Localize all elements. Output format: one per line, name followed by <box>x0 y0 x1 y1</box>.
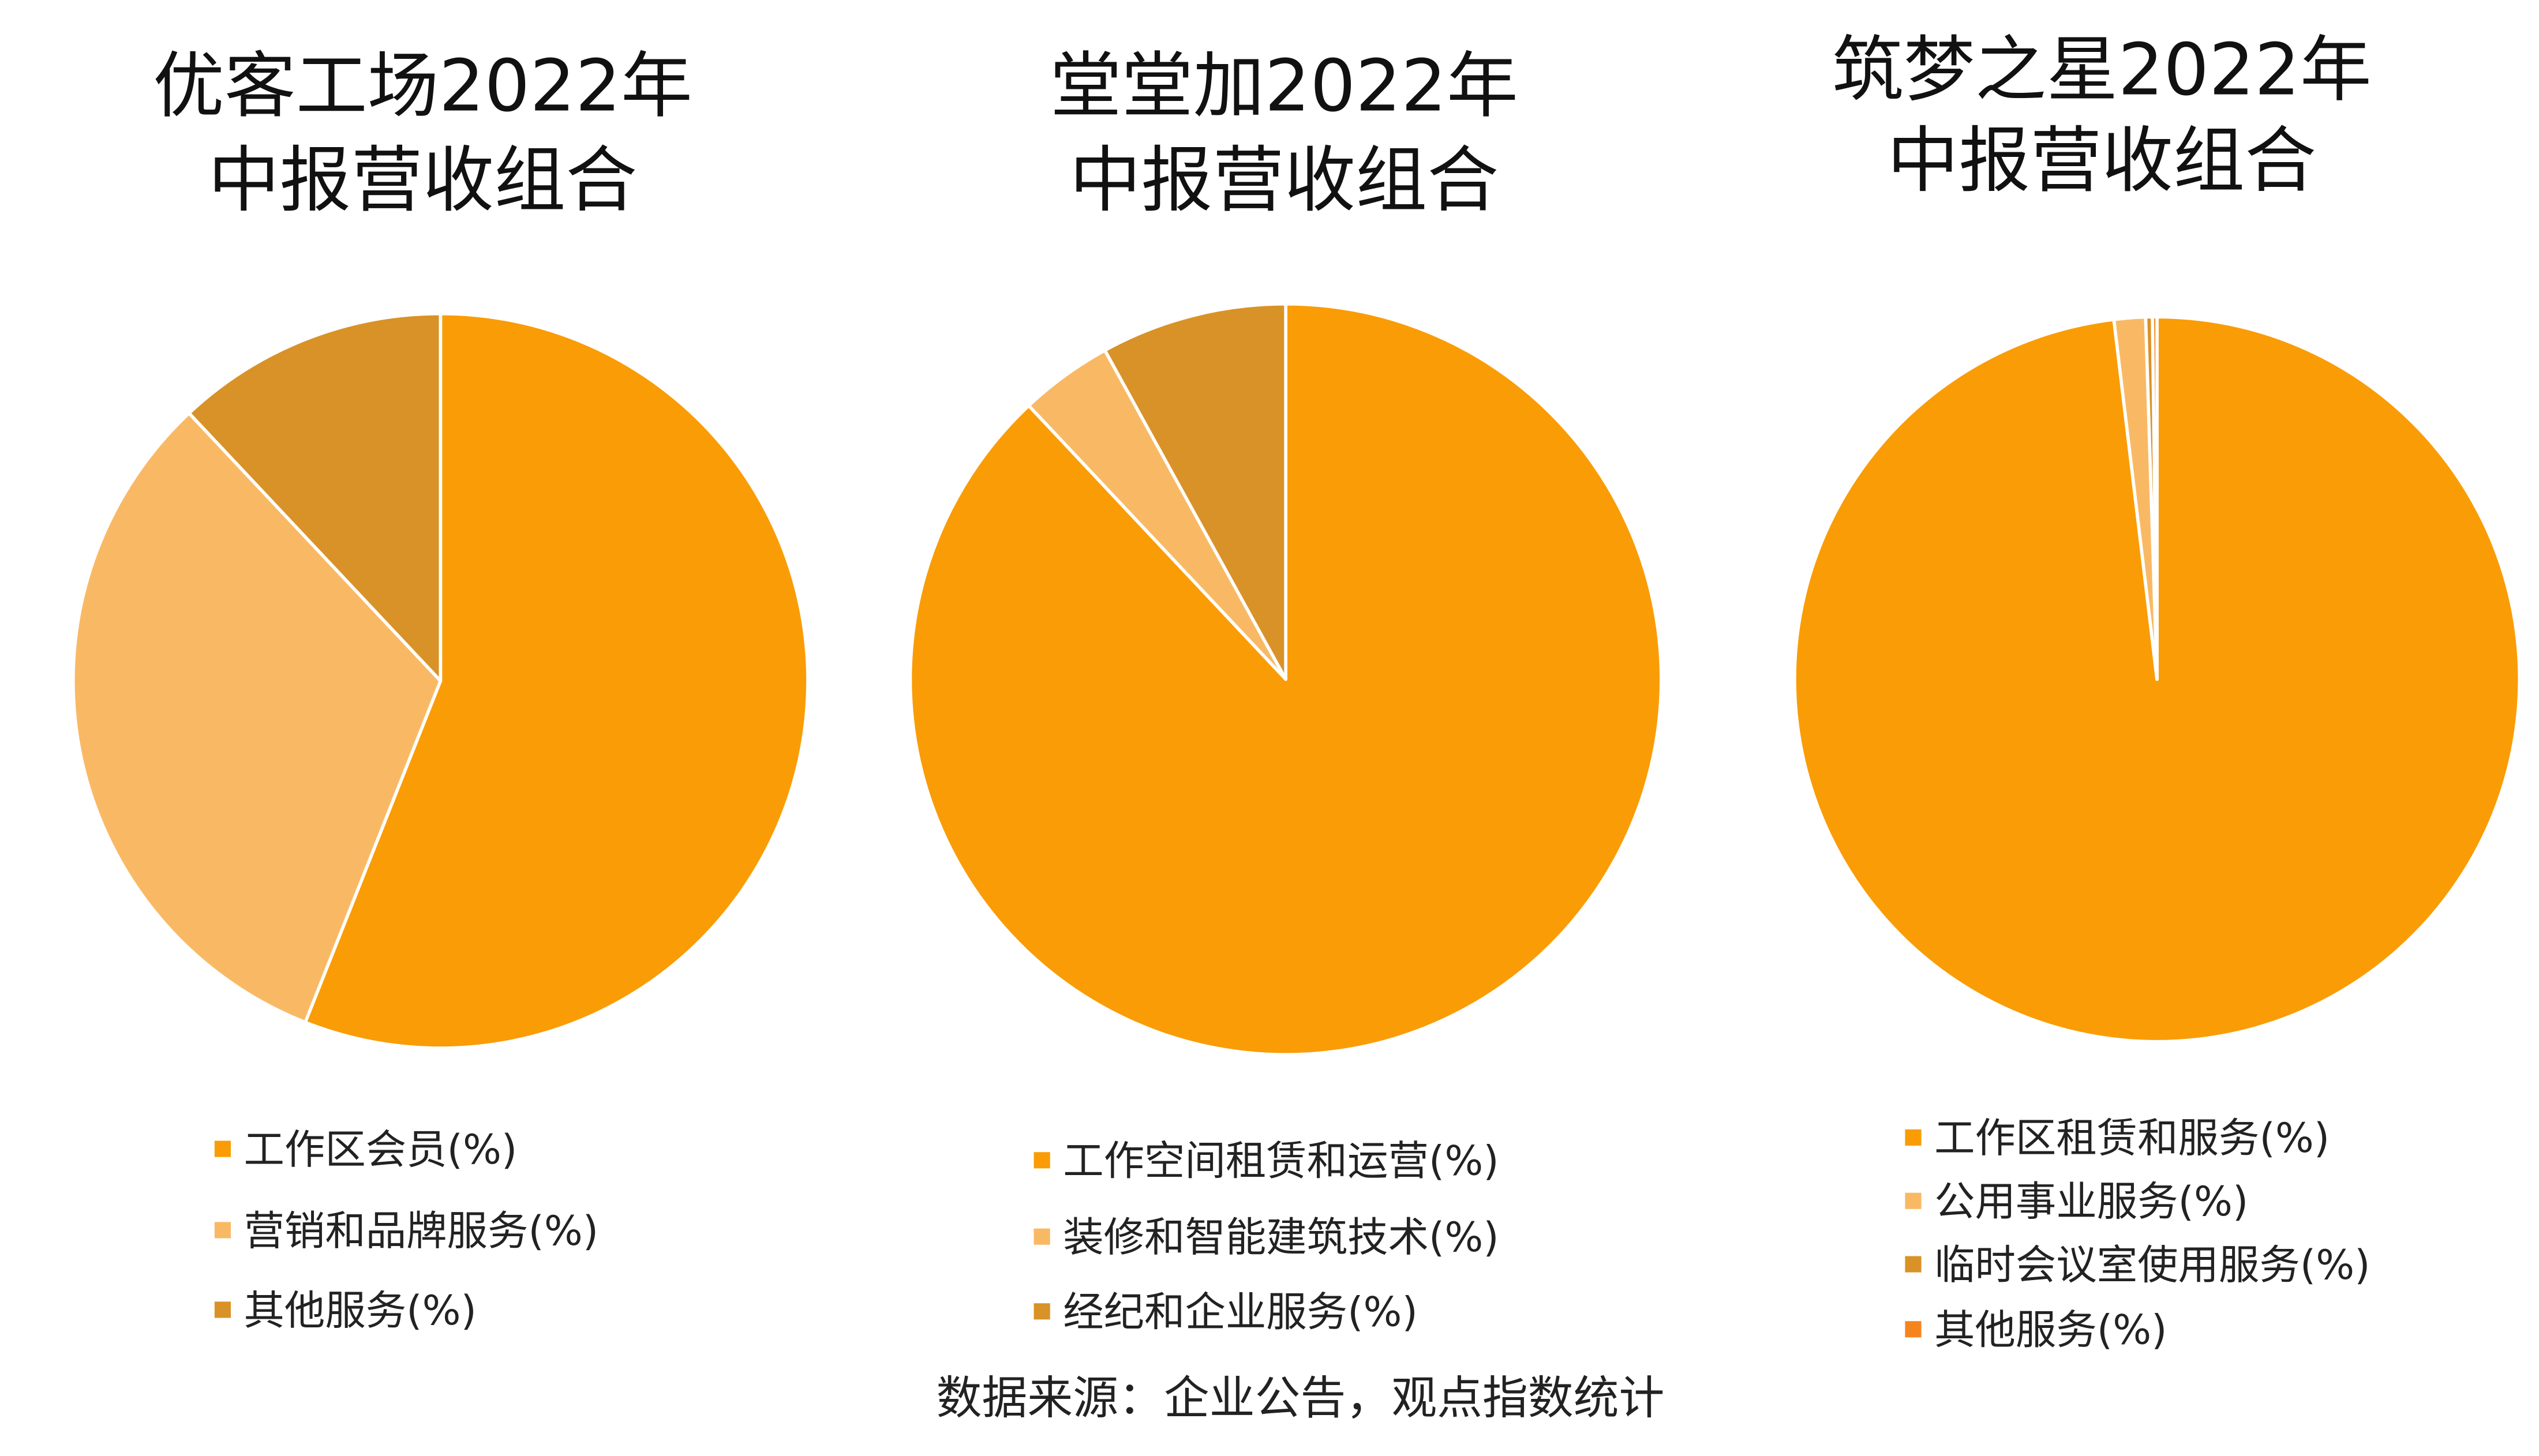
legend-item: 临时会议室使用服务(%) <box>1905 1241 2371 1289</box>
legend-swatch <box>214 1140 231 1157</box>
legend-swatch <box>1905 1321 1922 1338</box>
legend-label: 其他服务(%) <box>1934 1307 2167 1354</box>
legend-item: 装修和智能建筑技术(%) <box>1033 1214 1499 1261</box>
chart-title-line: 筑梦之星2022年 <box>1832 28 2372 111</box>
pie-slice <box>187 312 443 683</box>
legend-item: 其他服务(%) <box>214 1287 477 1334</box>
legend-label: 装修和智能建筑技术(%) <box>1063 1214 1499 1261</box>
legend-item: 公用事业服务(%) <box>1905 1178 2248 1225</box>
data-source-note: 数据来源：企业公告，观点指数统计 <box>937 1372 1665 1425</box>
legend-label: 其他服务(%) <box>244 1287 477 1334</box>
legend-swatch <box>1033 1152 1050 1169</box>
legend-item: 经纪和企业服务(%) <box>1033 1289 1418 1336</box>
chart-title-line: 中报营收组合 <box>1070 139 1499 222</box>
pie-slice <box>71 411 443 1025</box>
legend-swatch <box>1905 1192 1922 1209</box>
legend-label: 临时会议室使用服务(%) <box>1934 1241 2370 1289</box>
legend-label: 工作区租赁和服务(%) <box>1934 1114 2330 1162</box>
legend-label: 营销和品牌服务(%) <box>244 1207 599 1255</box>
chart-title-line: 中报营收组合 <box>208 139 638 222</box>
pie-slice <box>2151 315 2159 681</box>
legend-label: 工作区会员(%) <box>244 1126 518 1173</box>
legend-swatch <box>214 1222 231 1239</box>
legend-label: 经纪和企业服务(%) <box>1063 1289 1418 1336</box>
legend-swatch <box>1033 1228 1050 1245</box>
chart-title-line: 中报营收组合 <box>1887 119 2316 202</box>
chart-title-line: 优客工场2022年 <box>153 45 692 128</box>
legend-swatch <box>1905 1129 1922 1146</box>
legend-label: 公用事业服务(%) <box>1934 1178 2248 1225</box>
legend-swatch <box>214 1301 231 1318</box>
pie-slice <box>908 302 1663 1056</box>
legend-swatch <box>1905 1256 1922 1273</box>
chart-title-line: 堂堂加2022年 <box>1050 45 1518 128</box>
legend-item: 其他服务(%) <box>1905 1307 2167 1354</box>
legend-item: 工作区会员(%) <box>214 1126 518 1173</box>
legend-swatch <box>1033 1303 1050 1320</box>
legend-item: 工作空间租赁和运营(%) <box>1033 1138 1499 1185</box>
legend-label: 工作空间租赁和运营(%) <box>1063 1138 1499 1185</box>
pie-slice <box>1103 302 1287 681</box>
pie-slice <box>304 312 810 1050</box>
legend-item: 营销和品牌服务(%) <box>214 1207 599 1255</box>
legend-item: 工作区租赁和服务(%) <box>1905 1114 2330 1162</box>
